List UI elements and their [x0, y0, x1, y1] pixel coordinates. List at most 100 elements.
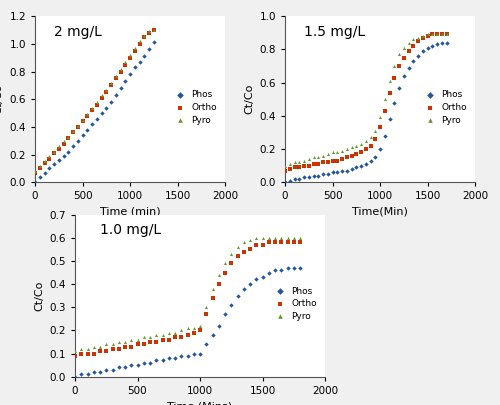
Phos	[234, 292, 241, 299]
Ortho	[234, 253, 241, 260]
Ortho	[116, 68, 124, 75]
Pyro	[50, 149, 58, 155]
Ortho	[296, 239, 304, 246]
Legend: Phos, Ortho, Pyro: Phos, Ortho, Pyro	[418, 87, 470, 128]
Pyro	[400, 45, 408, 51]
Pyro	[333, 149, 341, 156]
Phos	[357, 162, 365, 169]
Ortho	[438, 31, 446, 38]
Pyro	[84, 345, 92, 352]
Ortho	[131, 47, 139, 54]
Ortho	[428, 31, 436, 38]
Pyro	[314, 154, 322, 160]
Phos	[338, 167, 346, 174]
Ortho	[281, 167, 289, 174]
Pyro	[140, 32, 148, 39]
Y-axis label: Ct/Co: Ct/Co	[0, 84, 4, 114]
Ortho	[171, 334, 179, 341]
Phos	[290, 264, 298, 271]
Phos	[227, 302, 235, 308]
Ortho	[74, 124, 82, 130]
Ortho	[333, 158, 341, 164]
Ortho	[324, 159, 332, 166]
X-axis label: Time (min): Time (min)	[100, 207, 160, 217]
Phos	[184, 353, 192, 359]
Pyro	[71, 348, 79, 354]
Ortho	[40, 160, 48, 166]
Ortho	[102, 89, 110, 96]
Ortho	[310, 161, 318, 167]
Ortho	[295, 164, 303, 171]
Pyro	[395, 51, 403, 58]
Pyro	[295, 159, 303, 166]
Ortho	[202, 311, 210, 318]
Pyro	[290, 159, 298, 166]
Pyro	[357, 141, 365, 147]
Pyro	[177, 327, 185, 334]
Pyro	[300, 158, 308, 164]
Pyro	[371, 128, 380, 134]
Ortho	[286, 166, 294, 172]
Pyro	[221, 260, 229, 266]
Phos	[145, 46, 153, 53]
Ortho	[69, 129, 77, 136]
Phos	[252, 276, 260, 283]
Ortho	[386, 90, 394, 96]
Ortho	[121, 343, 129, 350]
Phos	[158, 357, 166, 364]
Phos	[64, 149, 72, 155]
Pyro	[442, 31, 450, 38]
Pyro	[121, 339, 129, 345]
Pyro	[115, 339, 123, 345]
Phos	[258, 274, 266, 280]
Ortho	[36, 165, 44, 172]
Phos	[390, 99, 398, 106]
Ortho	[115, 345, 123, 352]
Phos	[131, 64, 139, 70]
Pyro	[419, 33, 427, 39]
Ortho	[83, 113, 92, 119]
Ortho	[404, 48, 412, 54]
Phos	[78, 132, 86, 139]
Ortho	[55, 146, 63, 152]
Phos	[424, 45, 432, 51]
Ortho	[305, 162, 313, 169]
Phos	[108, 367, 116, 373]
Pyro	[265, 234, 273, 241]
Phos	[107, 99, 115, 105]
Phos	[98, 110, 106, 116]
Pyro	[196, 322, 204, 329]
X-axis label: Time(Min): Time(Min)	[352, 207, 408, 217]
Ortho	[98, 95, 106, 101]
Phos	[136, 59, 143, 65]
Ortho	[121, 62, 129, 68]
Pyro	[31, 168, 39, 175]
Ortho	[284, 239, 292, 246]
Ortho	[177, 334, 185, 341]
Phos	[366, 158, 374, 164]
Phos	[55, 157, 63, 163]
Pyro	[348, 144, 356, 151]
Pyro	[150, 27, 158, 33]
Phos	[376, 146, 384, 152]
Pyro	[296, 234, 304, 241]
Text: 2 mg/L: 2 mg/L	[54, 24, 102, 38]
Legend: Phos, Ortho, Pyro: Phos, Ortho, Pyro	[268, 283, 320, 324]
Pyro	[366, 134, 374, 141]
Phos	[305, 174, 313, 181]
Ortho	[400, 54, 408, 61]
Phos	[140, 360, 148, 366]
Ortho	[158, 337, 166, 343]
Ortho	[140, 341, 148, 347]
Ortho	[140, 34, 148, 40]
Phos	[152, 357, 160, 364]
Phos	[196, 350, 204, 357]
Pyro	[96, 343, 104, 350]
Ortho	[78, 118, 86, 125]
Ortho	[246, 246, 254, 253]
Phos	[419, 48, 427, 54]
Pyro	[290, 234, 298, 241]
Phos	[277, 267, 285, 273]
Ortho	[265, 239, 273, 246]
Phos	[102, 104, 110, 111]
